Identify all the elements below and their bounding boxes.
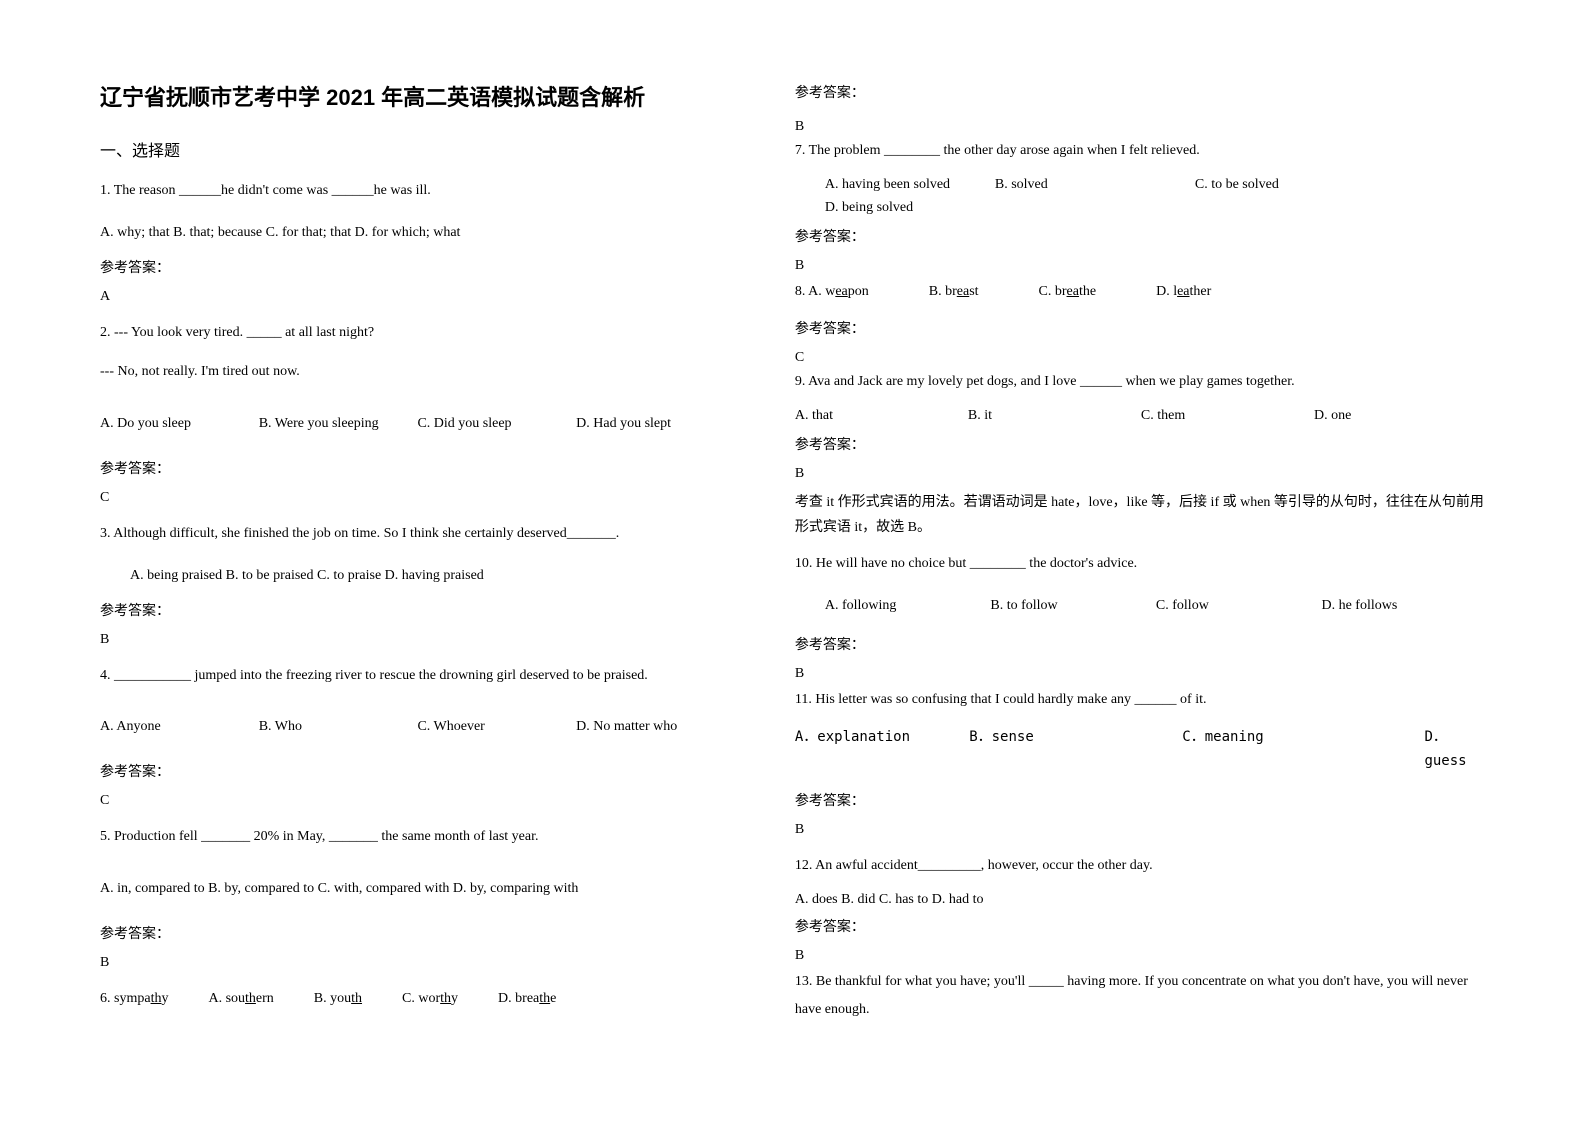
q4-options: A. Anyone B. Who C. Whoever D. No matter… [100,715,735,739]
q10-opt-d: D. he follows [1321,594,1487,618]
q5-options: A. in, compared to B. by, compared to C.… [100,877,735,901]
q10-opt-b: B. to follow [990,594,1156,618]
answer-label: 参考答案： [795,318,1487,338]
q2-opt-c: C. Did you sleep [417,412,576,436]
q10-opt-a: A. following [825,594,991,618]
section-header: 一、选择题 [100,137,735,161]
q8-opt-b: B. breast [929,280,979,304]
q4-opt-a: A. Anyone [100,715,259,739]
q9-options: A. that B. it C. them D. one [795,404,1487,428]
q1-stem: 1. The reason ______he didn't come was _… [100,179,735,203]
answer-label: 参考答案： [795,226,1487,246]
q6-opt-b: B. youth [314,987,362,1011]
q5-stem: 5. Production fell _______ 20% in May, _… [100,825,735,849]
question-9: 9. Ava and Jack are my lovely pet dogs, … [795,370,1487,400]
question-2: 2. --- You look very tired. _____ at all… [100,321,735,391]
q8-stem: 8. A. weapon [795,280,869,304]
q4-answer: C [100,793,735,809]
q9-explanation: 考查 it 作形式宾语的用法。若谓语动词是 hate，love，like 等，后… [795,490,1487,540]
q8-answer: C [795,350,1487,366]
q2-line1: 2. --- You look very tired. _____ at all… [100,321,735,345]
q6-opt-c: C. worthy [402,987,458,1011]
answer-label: 参考答案： [100,600,735,620]
right-column: 参考答案： B 7. The problem ________ the othe… [795,80,1487,1042]
q2-opt-d: D. Had you slept [576,412,735,436]
q3-options: A. being praised B. to be praised C. to … [100,564,735,588]
q6-opt-d: D. breathe [498,987,556,1011]
question-8: 8. A. weapon B. breast C. breathe D. lea… [795,280,1487,304]
question-12: 12. An awful accident_________, however,… [795,854,1487,884]
q4-opt-d: D. No matter who [576,715,735,739]
q2-opt-a: A. Do you sleep [100,412,259,436]
answer-label: 参考答案： [795,634,1487,654]
q7-opt-c: C. to be solved [1195,173,1279,197]
q6-answer: B [795,119,1487,135]
document-title: 辽宁省抚顺市艺考中学 2021 年高二英语模拟试题含解析 [100,80,735,112]
q4-opt-b: B. Who [259,715,418,739]
answer-label: 参考答案： [100,923,735,943]
q2-opt-b: B. Were you sleeping [259,412,418,436]
q11-opt-a: A．explanation [795,726,969,774]
q8-opt-c: C. breathe [1039,280,1097,304]
q11-opt-d: D．guess [1424,726,1487,774]
q4-stem: 4. ___________ jumped into the freezing … [100,664,735,688]
q7-options: A. having been solved B. solved C. to be… [795,173,1487,221]
answer-label: 参考答案： [795,916,1487,936]
left-column: 辽宁省抚顺市艺考中学 2021 年高二英语模拟试题含解析 一、选择题 1. Th… [100,80,735,1042]
q1-options: A. why; that B. that; because C. for tha… [100,221,735,245]
question-1: 1. The reason ______he didn't come was _… [100,179,735,209]
q13-stem: 13. Be thankful for what you have; you'l… [795,968,1487,1024]
answer-label: 参考答案： [100,761,735,781]
question-11: 11. His letter was so confusing that I c… [795,688,1487,718]
q9-opt-b: B. it [968,404,1141,428]
question-7: 7. The problem ________ the other day ar… [795,139,1487,169]
q8-opt-d: D. leather [1156,280,1211,304]
q3-stem: 3. Although difficult, she finished the … [100,522,735,546]
q1-answer: A [100,289,735,305]
q7-stem: 7. The problem ________ the other day ar… [795,139,1487,163]
question-6: 6. sympathy A. southern B. youth C. wort… [100,987,735,1011]
q7-opt-d: D. being solved [795,196,1487,220]
q9-opt-a: A. that [795,404,968,428]
question-4: 4. ___________ jumped into the freezing … [100,664,735,694]
q12-stem: 12. An awful accident_________, however,… [795,854,1487,878]
q11-opt-b: B．sense [969,726,1182,774]
q6-opt-a: A. southern [208,987,273,1011]
q7-opt-a: A. having been solved [795,173,995,197]
q3-answer: B [100,632,735,648]
q11-stem: 11. His letter was so confusing that I c… [795,688,1487,712]
question-10: 10. He will have no choice but ________ … [795,552,1487,582]
answer-label: 参考答案： [795,434,1487,454]
q5-answer: B [100,955,735,971]
q10-opt-c: C. follow [1156,594,1322,618]
q10-stem: 10. He will have no choice but ________ … [795,552,1487,576]
question-5: 5. Production fell _______ 20% in May, _… [100,825,735,855]
q11-answer: B [795,822,1487,838]
answer-label: 参考答案： [795,790,1487,810]
question-3: 3. Although difficult, she finished the … [100,522,735,552]
answer-label: 参考答案： [100,257,735,277]
q10-options: A. following B. to follow C. follow D. h… [795,594,1487,618]
q7-opt-b: B. solved [995,173,1195,197]
q12-options: A. does B. did C. has to D. had to [795,888,1487,912]
q2-answer: C [100,490,735,506]
q4-opt-c: C. Whoever [417,715,576,739]
q6-stem: 6. sympathy [100,987,168,1011]
q11-opt-c: C．meaning [1182,726,1424,774]
q11-options: A．explanation B．sense C．meaning D．guess [795,726,1487,774]
q9-answer: B [795,466,1487,482]
q9-opt-d: D. one [1314,404,1487,428]
q12-answer: B [795,948,1487,964]
q7-answer: B [795,258,1487,274]
q9-stem: 9. Ava and Jack are my lovely pet dogs, … [795,370,1487,394]
answer-label: 参考答案： [795,82,1487,102]
q2-options: A. Do you sleep B. Were you sleeping C. … [100,412,735,436]
answer-label: 参考答案： [100,458,735,478]
q2-line2: --- No, not really. I'm tired out now. [100,360,735,384]
question-13: 13. Be thankful for what you have; you'l… [795,968,1487,1030]
q9-opt-c: C. them [1141,404,1314,428]
q10-answer: B [795,666,1487,682]
